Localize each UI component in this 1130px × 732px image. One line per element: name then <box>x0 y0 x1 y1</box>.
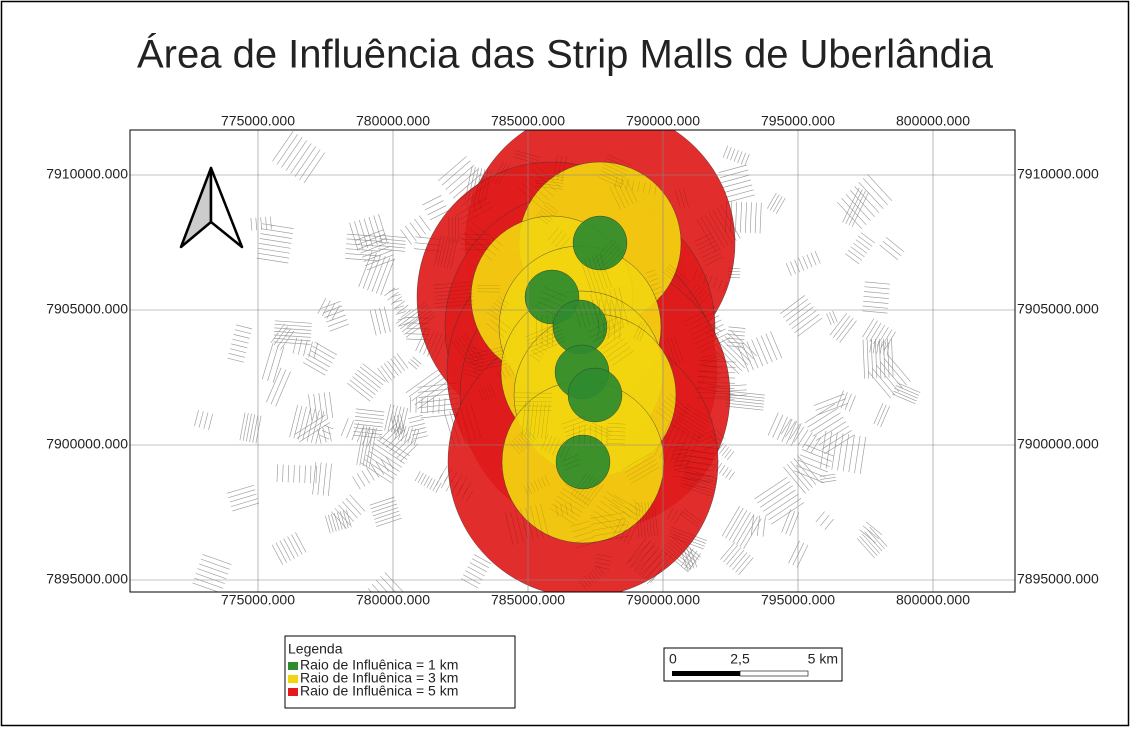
legend-title: Legenda <box>288 641 343 657</box>
x-tick-label: 785000.000 <box>491 113 565 129</box>
x-tick-label: 775000.000 <box>221 592 295 608</box>
legend-box <box>284 635 516 709</box>
scale-label: 2,5 <box>730 651 750 667</box>
north-arrow <box>179 166 244 249</box>
x-tick-label: 780000.000 <box>356 113 430 129</box>
legend-swatch <box>288 675 298 683</box>
streets-overlay <box>192 130 921 592</box>
y-tick-label: 7910000.000 <box>1017 166 1099 182</box>
map-title: Área de Influência das Strip Malls de Ub… <box>137 32 994 77</box>
scale-bar: 0 2,5 5 km <box>663 647 843 682</box>
scale-segment <box>739 670 809 677</box>
map-body <box>130 130 1015 592</box>
buffer-zone <box>572 215 628 271</box>
legend-label: Raio de Influênica = 3 km <box>300 670 458 686</box>
y-tick-label: 7895000.000 <box>46 571 128 587</box>
x-tick-label: 800000.000 <box>896 592 970 608</box>
scale-segment <box>672 671 740 676</box>
y-tick-label: 7905000.000 <box>1017 301 1099 317</box>
x-tick-label: 785000.000 <box>491 592 565 608</box>
buffer-zone <box>567 367 623 423</box>
y-tick-label: 7900000.000 <box>1017 436 1099 452</box>
x-tick-label: 775000.000 <box>221 113 295 129</box>
x-tick-label: 795000.000 <box>761 592 835 608</box>
legend-swatch <box>288 688 298 696</box>
x-tick-label: 790000.000 <box>626 113 700 129</box>
y-tick-label: 7910000.000 <box>46 166 128 182</box>
x-tick-label: 800000.000 <box>896 113 970 129</box>
legend-label: Raio de Influênica = 5 km <box>300 683 458 699</box>
x-tick-label: 790000.000 <box>626 592 700 608</box>
scale-label: 0 <box>669 651 677 667</box>
y-tick-label: 7900000.000 <box>46 436 128 452</box>
x-tick-label: 780000.000 <box>356 592 430 608</box>
legend-swatch <box>288 662 298 670</box>
scale-label: 5 km <box>808 651 838 667</box>
legend-label: Raio de Influênica = 1 km <box>300 657 458 673</box>
y-tick-label: 7895000.000 <box>1017 571 1099 587</box>
y-tick-label: 7905000.000 <box>46 301 128 317</box>
x-tick-label: 795000.000 <box>761 113 835 129</box>
map-frame <box>129 129 1016 593</box>
buffer-zone <box>555 434 611 490</box>
